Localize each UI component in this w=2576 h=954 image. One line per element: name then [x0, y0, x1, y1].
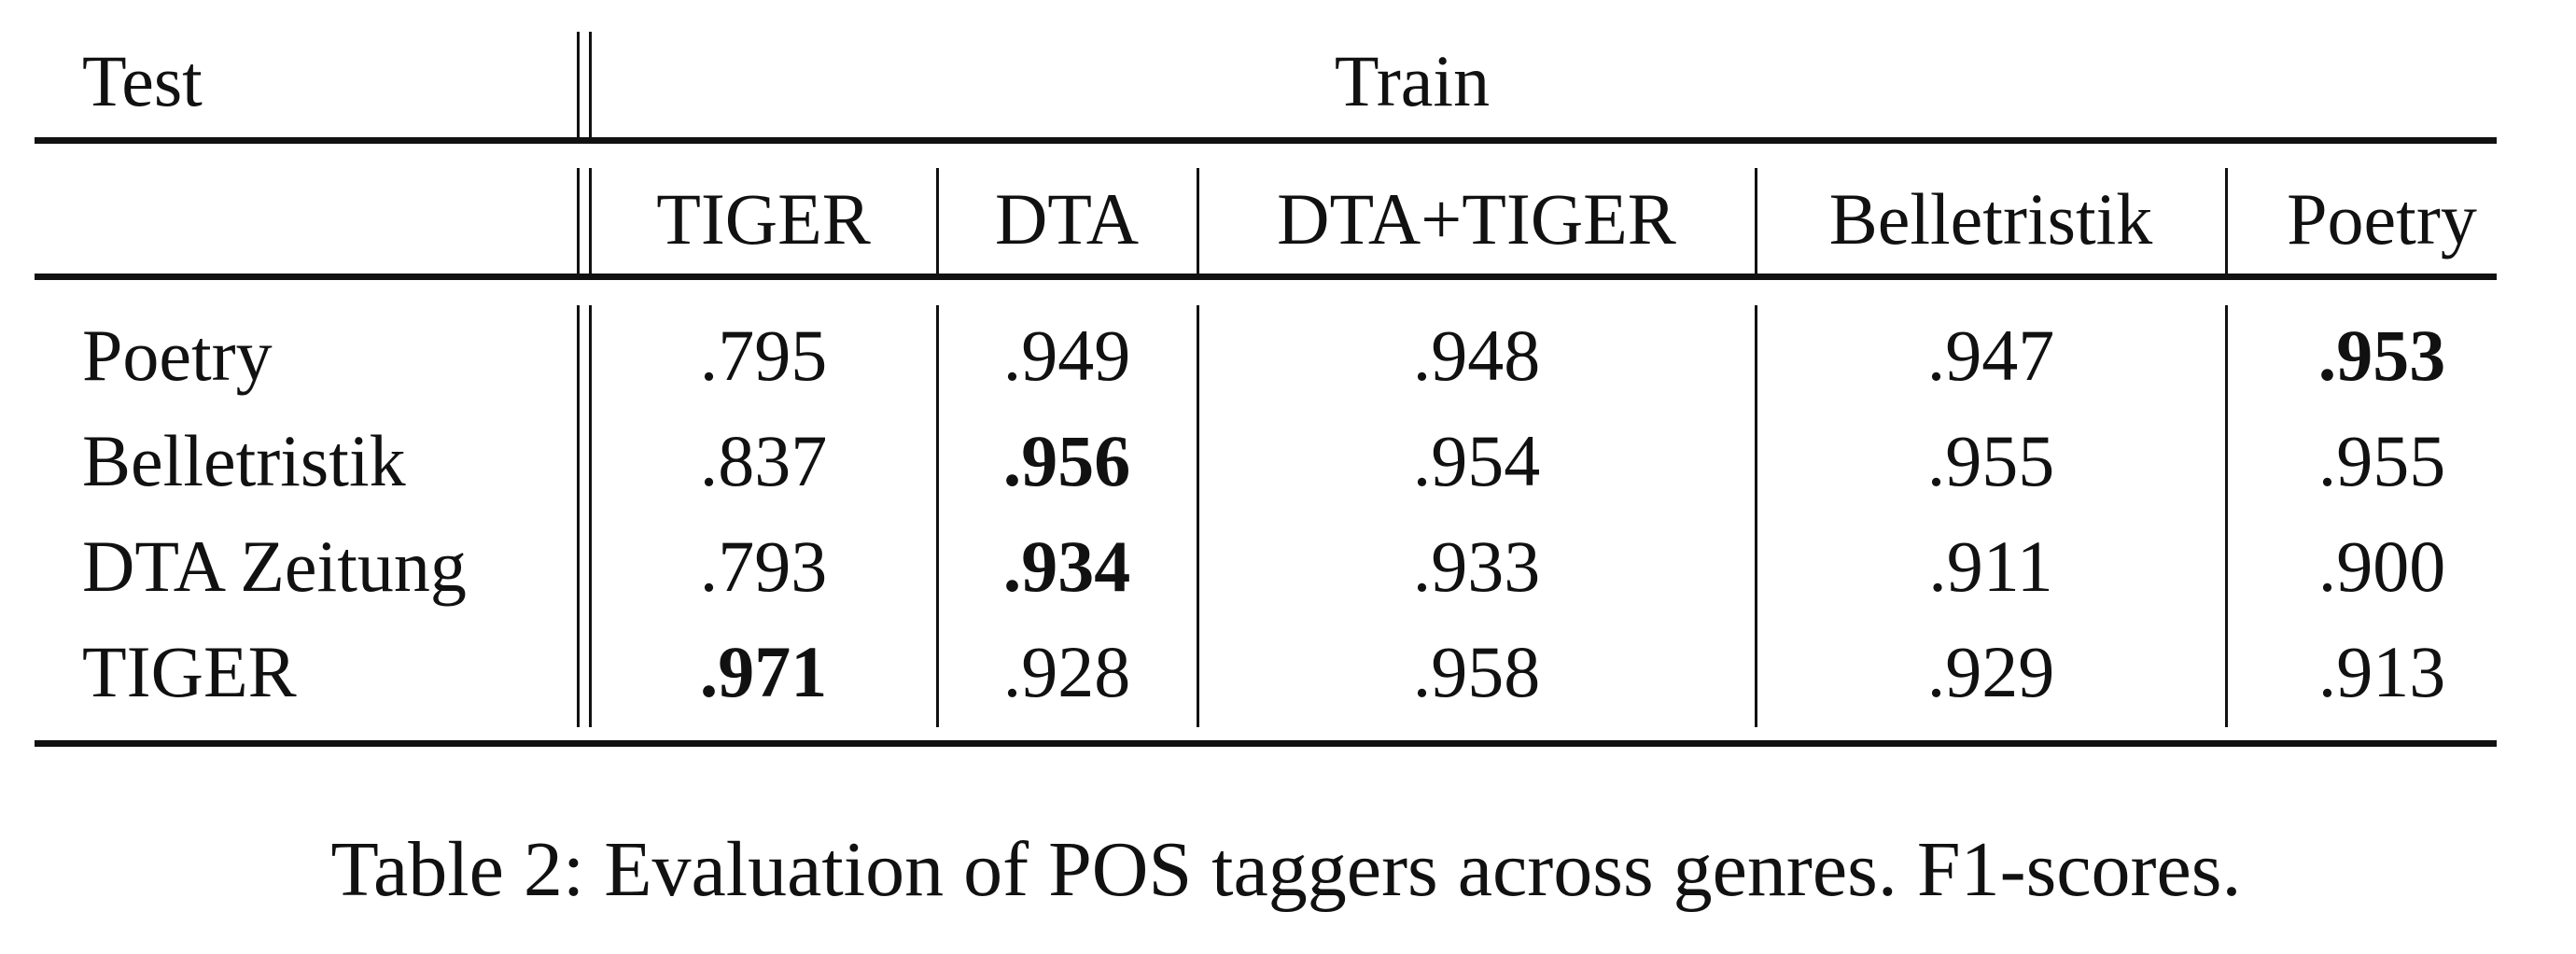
test-column-double-rule [577, 305, 580, 727]
table-caption: Table 2: Evaluation of POS taggers acros… [330, 826, 2242, 913]
score-cell: .900 [2317, 526, 2446, 607]
row-label-tiger: TIGER [82, 631, 297, 712]
best-score-cell: .953 [2317, 315, 2446, 396]
header-rule [35, 137, 2497, 144]
score-cell: .913 [2317, 631, 2446, 712]
test-column-double-rule [589, 305, 592, 727]
column-separator [1197, 305, 1199, 727]
test-header: Test [82, 40, 203, 121]
column-separator [936, 168, 939, 274]
row-label-poetry: Poetry [82, 315, 273, 396]
score-cell: .928 [1002, 631, 1131, 712]
best-score-cell: .934 [1002, 526, 1131, 607]
column-header-tiger: TIGER [656, 178, 871, 260]
column-separator [2225, 305, 2228, 727]
score-cell: .954 [1412, 420, 1541, 501]
column-header-dta-tiger: DTA+TIGER [1277, 178, 1676, 260]
best-score-cell: .956 [1002, 420, 1131, 501]
column-separator [2225, 168, 2228, 274]
score-cell: .929 [1926, 631, 2055, 712]
column-separator [936, 305, 939, 727]
score-cell: .837 [699, 420, 828, 501]
score-cell: .955 [1926, 420, 2055, 501]
column-header-belletristik: Belletristik [1828, 178, 2153, 260]
column-header-dta: DTA [994, 178, 1140, 260]
test-column-double-rule [577, 32, 580, 137]
score-cell: .795 [699, 315, 828, 396]
column-header-poetry: Poetry [2287, 178, 2477, 260]
row-label-belletristik: Belletristik [82, 420, 406, 501]
column-separator [1197, 168, 1199, 274]
score-cell: .911 [1928, 526, 2053, 607]
column-separator [1755, 168, 1757, 274]
test-column-double-rule [589, 32, 592, 137]
train-header: Train [1334, 40, 1491, 121]
subheader-rule [35, 274, 2497, 280]
score-cell: .949 [1002, 315, 1131, 396]
test-column-double-rule [577, 168, 580, 274]
bottom-rule [35, 740, 2497, 747]
score-cell: .955 [2317, 420, 2446, 501]
score-cell: .933 [1412, 526, 1541, 607]
best-score-cell: .971 [699, 631, 828, 712]
row-label-dta-zeitung: DTA Zeitung [82, 526, 467, 607]
test-column-double-rule [589, 168, 592, 274]
score-cell: .793 [699, 526, 828, 607]
score-cell: .947 [1926, 315, 2055, 396]
score-cell: .948 [1412, 315, 1541, 396]
column-separator [1755, 305, 1757, 727]
score-cell: .958 [1412, 631, 1541, 712]
